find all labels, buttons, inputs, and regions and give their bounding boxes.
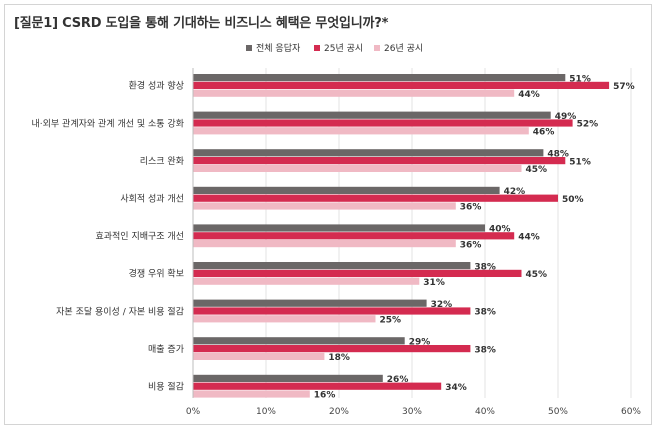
- x-tick-label: 60%: [621, 407, 641, 417]
- bar: [193, 74, 566, 82]
- category-label: 비용 절감: [148, 381, 184, 393]
- legend-label: 26년 공시: [384, 43, 423, 54]
- data-label: 32%: [431, 300, 453, 310]
- bar: [193, 374, 383, 382]
- bar: [193, 149, 544, 157]
- bar: [193, 269, 522, 277]
- data-label: 34%: [445, 383, 467, 393]
- x-tick-label: 0%: [186, 407, 201, 417]
- legend-label: 전체 응답자: [256, 42, 301, 54]
- data-label: 40%: [489, 225, 511, 235]
- bar: [193, 315, 376, 323]
- x-tick-label: 10%: [256, 407, 276, 417]
- data-label: 38%: [474, 308, 496, 318]
- data-label: 29%: [409, 338, 431, 348]
- data-label: 50%: [562, 195, 584, 205]
- bar: [193, 299, 427, 307]
- category-label: 환경 성과 향상: [129, 80, 184, 92]
- bar: [193, 307, 471, 315]
- data-label: 51%: [569, 74, 591, 84]
- data-label: 36%: [460, 203, 482, 213]
- bar: [193, 345, 471, 353]
- bar: [193, 382, 442, 390]
- bar: [193, 240, 456, 248]
- bar: [193, 232, 515, 240]
- category-label: 효과적인 지배구조 개선: [95, 230, 184, 242]
- bar: [193, 127, 529, 135]
- data-label: 38%: [474, 262, 496, 272]
- legend-label: 25년 공시: [324, 43, 363, 54]
- data-label: 52%: [577, 120, 599, 130]
- bar: [193, 89, 515, 97]
- bar: [193, 262, 471, 270]
- category-label: 경쟁 우위 확보: [129, 268, 184, 280]
- data-label: 18%: [328, 353, 350, 363]
- data-label: 48%: [547, 150, 569, 160]
- bar: [193, 186, 500, 194]
- bar: [193, 157, 566, 165]
- data-label: 44%: [518, 90, 540, 100]
- bar: [193, 277, 420, 285]
- data-label: 26%: [387, 375, 409, 385]
- data-label: 57%: [613, 82, 635, 92]
- data-label: 36%: [460, 240, 482, 250]
- data-label: 49%: [555, 112, 577, 122]
- bar: [193, 202, 456, 210]
- data-label: 45%: [526, 270, 548, 280]
- data-label: 38%: [474, 345, 496, 355]
- legend-swatch: [314, 45, 320, 51]
- category-label: 내·외부 관계자와 관계 개선 및 소통 강화: [31, 117, 184, 129]
- data-label: 31%: [423, 278, 445, 288]
- x-tick-label: 50%: [548, 407, 568, 417]
- x-tick-label: 30%: [402, 407, 422, 417]
- data-label: 44%: [518, 233, 540, 243]
- category-label: 사회적 성과 개선: [120, 193, 184, 205]
- x-tick-label: 40%: [475, 407, 495, 417]
- x-tick-label: 20%: [329, 407, 349, 417]
- bar: [193, 111, 551, 119]
- chart-title: [질문1] CSRD 도입을 통해 기대하는 비즈니스 혜택은 무엇입니까?*: [14, 16, 389, 31]
- data-label: 42%: [504, 187, 526, 197]
- bar: [193, 81, 610, 89]
- data-label: 45%: [526, 165, 548, 175]
- bar: [193, 119, 573, 127]
- bar: [193, 337, 405, 345]
- data-label: 51%: [569, 157, 591, 167]
- data-label: 46%: [533, 128, 555, 138]
- category-label: 리스크 완화: [140, 156, 184, 167]
- data-label: 16%: [314, 391, 336, 401]
- legend-swatch: [246, 45, 252, 51]
- bar: [193, 224, 485, 232]
- legend-swatch: [374, 45, 380, 51]
- category-label: 자본 조달 용이성 / 자본 비용 절감: [56, 305, 184, 317]
- bar: [193, 390, 310, 398]
- bar: [193, 194, 558, 202]
- data-label: 25%: [380, 316, 402, 326]
- bar: [193, 164, 522, 172]
- category-label: 매출 증가: [148, 344, 184, 355]
- bar: [193, 352, 325, 360]
